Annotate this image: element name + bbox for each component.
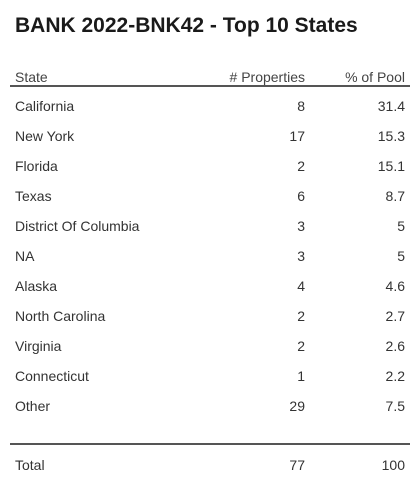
state-cell: District Of Columbia (15, 218, 140, 234)
state-cell: Florida (15, 158, 58, 174)
properties-cell: 6 (297, 188, 305, 204)
properties-cell: 3 (297, 248, 305, 264)
header-pool: % of Pool (310, 63, 410, 87)
properties-cell: 4 (297, 278, 305, 294)
table-row: North Carolina 2 2.7 (10, 301, 410, 331)
pool-cell: 5 (397, 248, 405, 264)
divider-cell (10, 421, 170, 445)
table-row: District Of Columbia 3 5 (10, 211, 410, 241)
state-cell: Connecticut (15, 368, 89, 384)
properties-cell: 2 (297, 338, 305, 354)
total-label: Total (15, 457, 45, 473)
pool-cell: 4.6 (385, 278, 405, 294)
table-row: Florida 2 15.1 (10, 151, 410, 181)
table-header-row: State # Properties % of Pool (10, 63, 410, 87)
table-row: Virginia 2 2.6 (10, 331, 410, 361)
state-cell: Virginia (15, 338, 62, 354)
state-cell: California (15, 98, 75, 114)
properties-cell: 2 (297, 308, 305, 324)
state-cell: NA (15, 248, 35, 264)
table-row: Alaska 4 4.6 (10, 271, 410, 301)
properties-cell: 29 (289, 398, 305, 414)
pool-cell: 15.3 (377, 128, 405, 144)
properties-cell: 1 (297, 368, 305, 384)
pool-cell: 2.6 (385, 338, 405, 354)
table-body: California 8 31.4 New York 17 15.3 Florida 2 15.… (10, 86, 410, 485)
pool-cell: 31.4 (377, 98, 405, 114)
table-row: California 8 31.4 (10, 86, 410, 121)
states-table: State # Properties % of Pool California 8… (10, 63, 410, 485)
divider-cell (310, 421, 410, 445)
total-row: Total 77 100 (10, 444, 410, 485)
pool-cell: 8.7 (385, 188, 405, 204)
pool-cell: 15.1 (377, 158, 405, 174)
table-row: Texas 6 8.7 (10, 181, 410, 211)
pool-cell: 5 (397, 218, 405, 234)
state-cell: New York (15, 128, 75, 144)
state-cell: Texas (15, 188, 52, 204)
properties-cell: 8 (297, 98, 305, 114)
state-cell: Other (15, 398, 51, 414)
page-title: BANK 2022-BNK42 - Top 10 States (15, 14, 358, 37)
total-properties: 77 (289, 457, 305, 473)
table-row: Other 29 7.5 (10, 391, 410, 421)
header-state: State (10, 63, 170, 87)
properties-cell: 3 (297, 218, 305, 234)
header-properties: # Properties (170, 63, 310, 87)
properties-cell: 17 (289, 128, 305, 144)
total-divider-row (10, 421, 410, 445)
table-row: Connecticut 1 2.2 (10, 361, 410, 391)
table-row: NA 3 5 (10, 241, 410, 271)
divider-cell (170, 421, 310, 445)
pool-cell: 2.7 (385, 308, 405, 324)
table-row: New York 17 15.3 (10, 121, 410, 151)
total-pool: 100 (381, 457, 405, 473)
state-cell: North Carolina (15, 308, 106, 324)
properties-cell: 2 (297, 158, 305, 174)
pool-cell: 2.2 (385, 368, 405, 384)
pool-cell: 7.5 (385, 398, 405, 414)
state-cell: Alaska (15, 278, 58, 294)
